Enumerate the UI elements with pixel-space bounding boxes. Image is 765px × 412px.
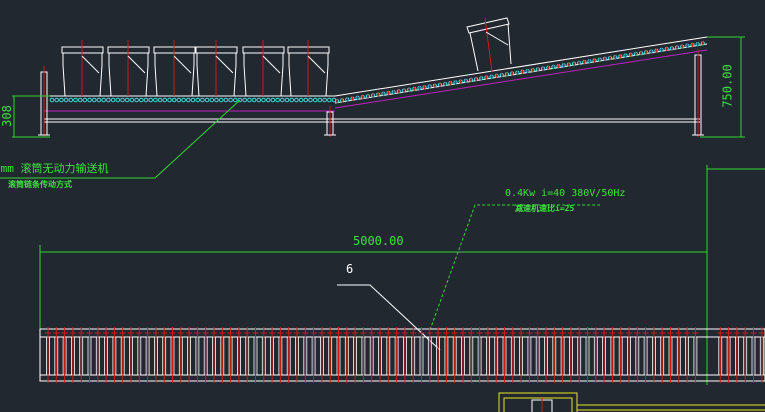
roller	[195, 97, 200, 103]
roller	[312, 97, 318, 103]
roller	[92, 97, 97, 103]
roller	[110, 97, 116, 103]
roller	[143, 97, 149, 103]
note-leader	[0, 99, 241, 179]
roller	[167, 97, 172, 103]
roller	[181, 97, 186, 103]
incline-belt-line	[334, 49, 708, 109]
roller	[308, 97, 313, 103]
roller	[162, 97, 168, 103]
motor-spec-line1: 0.4Kw i=40 380V/50Hz	[505, 188, 626, 199]
roller	[176, 97, 182, 103]
roller	[247, 97, 252, 103]
roller	[256, 97, 262, 103]
roller	[294, 97, 299, 103]
tilted-bucket-centerline	[484, 17, 493, 73]
roller	[275, 97, 280, 103]
roller	[204, 97, 210, 103]
roller	[124, 97, 130, 103]
roller	[73, 97, 78, 103]
bucket-handle	[215, 55, 234, 74]
roller	[214, 97, 219, 103]
roller	[96, 97, 102, 103]
roller	[148, 97, 153, 103]
roller	[77, 97, 83, 103]
roller	[171, 97, 177, 103]
roller	[157, 97, 163, 103]
roller	[298, 97, 304, 103]
tilted-bucket-handle	[485, 31, 509, 46]
motor-leader	[429, 204, 600, 331]
roller	[270, 97, 276, 103]
roller	[49, 97, 55, 103]
roller	[200, 97, 205, 103]
roller	[186, 97, 191, 103]
roller	[153, 97, 158, 103]
conveyor-note-line1: 0mm 滚筒无动力输送机	[0, 162, 109, 175]
height-dimension-750: 750.00	[720, 64, 735, 108]
roller	[101, 97, 106, 103]
roller	[317, 97, 323, 103]
roller	[289, 97, 295, 103]
roller	[68, 97, 74, 103]
roller	[242, 97, 247, 103]
part-number-6: 6	[346, 262, 354, 276]
roller	[251, 97, 257, 103]
roller	[87, 97, 92, 103]
roller	[129, 97, 135, 103]
conveyor-bottom-rail	[39, 374, 765, 382]
bucket-handle	[81, 55, 100, 74]
roller	[54, 97, 60, 103]
bucket-handle	[262, 55, 281, 74]
roller	[82, 97, 88, 103]
roller	[322, 97, 327, 103]
incline-top-edge	[334, 36, 708, 97]
height-dimension-308: 308	[0, 105, 14, 127]
roller	[303, 97, 309, 103]
roller	[284, 97, 290, 103]
roller	[106, 97, 111, 103]
bucket-handle	[127, 55, 146, 74]
roller	[218, 97, 224, 103]
roller	[120, 97, 125, 103]
bucket-handle	[307, 55, 326, 74]
roller	[59, 97, 64, 103]
part-leader	[337, 284, 441, 351]
roller	[63, 97, 69, 103]
roller	[209, 97, 215, 103]
motor-base-outline	[498, 392, 578, 412]
roller	[134, 97, 139, 103]
roller	[223, 97, 229, 103]
roller	[327, 97, 332, 103]
roller	[228, 97, 233, 103]
motor-spec-line2: 减速机速比i=25	[515, 204, 575, 213]
roller	[261, 97, 266, 103]
bucket-handle	[173, 55, 192, 74]
roller	[190, 97, 196, 103]
roller	[233, 97, 238, 103]
motor-base-inner	[503, 397, 573, 412]
length-dimension-5000: 5000.00	[353, 234, 404, 248]
roller	[265, 97, 271, 103]
roller	[115, 97, 121, 103]
conveyor-note-line2: 滚筒链条传动方式	[8, 180, 72, 189]
tilted-bucket	[466, 17, 512, 72]
roller	[139, 97, 144, 103]
roller	[280, 97, 285, 103]
roller	[237, 97, 243, 103]
